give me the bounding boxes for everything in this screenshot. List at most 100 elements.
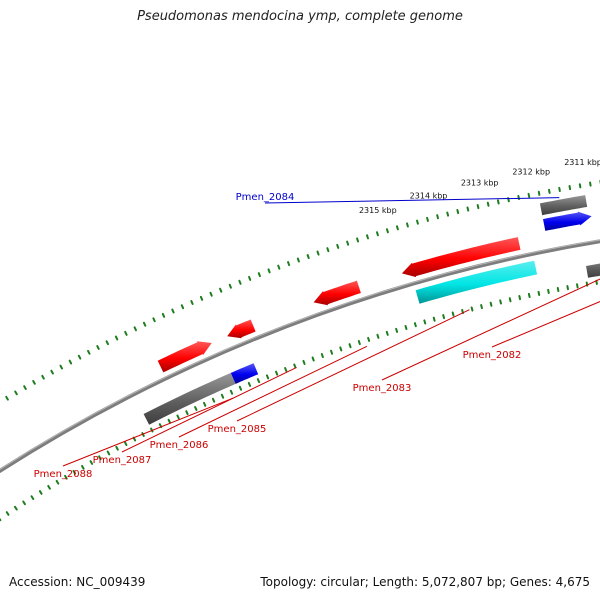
minor-tick: [548, 188, 551, 194]
rna-feature: [586, 263, 600, 278]
minor-tick: [124, 330, 128, 336]
minor-tick: [595, 279, 598, 285]
minor-tick: [537, 190, 541, 196]
minor-tick: [284, 367, 288, 373]
minor-tick: [470, 306, 474, 312]
minor-tick: [171, 308, 175, 314]
minor-tick: [115, 445, 119, 451]
minor-tick: [47, 484, 51, 490]
cds-forward: [401, 237, 521, 278]
minor-tick: [229, 389, 234, 395]
minor-tick: [185, 410, 189, 416]
minor-tick: [416, 219, 419, 225]
minor-tick: [265, 374, 270, 380]
minor-tick: [432, 316, 436, 322]
minor-tick: [296, 257, 300, 263]
minor-tick: [211, 397, 216, 403]
minor-tick: [257, 272, 261, 278]
gene-label: Pmen_2087: [93, 455, 152, 466]
minor-tick: [228, 283, 232, 289]
map-title: Pseudomonas mendocina ymp, complete geno…: [137, 9, 463, 24]
minor-tick: [64, 474, 68, 480]
minor-tick: [558, 186, 561, 193]
minor-tick: [30, 495, 35, 500]
minor-tick: [142, 321, 147, 327]
minor-tick: [81, 464, 85, 470]
minor-tick: [209, 291, 213, 297]
minor-tick: [123, 441, 128, 447]
gene-leader-line: [62, 397, 234, 467]
minor-tick: [451, 311, 455, 317]
minor-tick: [248, 275, 252, 281]
minor-tick: [556, 286, 560, 293]
minor-tick: [32, 380, 36, 385]
minor-tick: [190, 300, 194, 305]
minor-tick: [302, 359, 306, 365]
minor-tick: [55, 479, 60, 485]
scale-tick-label: 2311 kbp: [564, 158, 600, 167]
minor-tick: [256, 378, 261, 384]
minor-tick: [180, 304, 185, 310]
minor-tick: [161, 312, 166, 318]
minor-tick: [527, 292, 531, 299]
minor-tick: [77, 354, 82, 360]
minor-tick: [395, 225, 399, 231]
minor-tick: [23, 385, 27, 390]
minor-tick: [326, 247, 330, 253]
gene-leader-line: [264, 197, 560, 204]
gene-leader-line: [491, 301, 600, 348]
minor-tick: [105, 340, 110, 346]
minor-tick: [339, 346, 343, 352]
minor-tick: [375, 231, 379, 237]
minor-tick: [476, 204, 480, 210]
minor-tick: [167, 418, 172, 424]
minor-tick: [38, 490, 43, 495]
minor-tick: [576, 283, 579, 289]
minor-tick: [22, 500, 26, 506]
minor-tick: [480, 304, 483, 310]
backbone-circle: [0, 239, 600, 474]
minor-tick: [133, 326, 137, 332]
minor-tick: [489, 301, 493, 307]
minor-tick: [508, 297, 512, 303]
scale-tick-label: 2314 kbp: [410, 191, 448, 200]
minor-tick: [72, 469, 77, 475]
minor-tick: [566, 285, 569, 291]
gene-leader-line: [121, 366, 297, 453]
minor-tick: [568, 185, 572, 191]
minor-tick: [496, 199, 500, 205]
minor-tick: [446, 211, 450, 217]
minor-tick: [59, 364, 64, 370]
minor-tick: [336, 243, 340, 249]
minor-tick: [385, 330, 389, 336]
minor-tick: [152, 317, 156, 323]
minor-tick: [267, 268, 271, 274]
minor-tick: [316, 250, 320, 256]
minor-tick: [367, 336, 371, 342]
minor-tick: [366, 234, 369, 240]
minor-tick: [275, 370, 279, 376]
minor-tick: [220, 393, 225, 399]
minor-tick: [499, 299, 502, 305]
outer-scale: [5, 179, 600, 401]
minor-tick: [426, 216, 429, 222]
cds-forward: [157, 341, 212, 373]
minor-tick: [357, 340, 361, 346]
minor-tick: [578, 183, 582, 189]
gene-label: Pmen_2083: [353, 383, 412, 394]
scale-tick-label: 2313 kbp: [461, 179, 499, 188]
minor-tick: [5, 511, 10, 516]
rna-feature: [539, 195, 588, 216]
scale-tick-label: 2312 kbp: [512, 168, 550, 177]
minor-tick: [277, 264, 281, 270]
minor-tick: [423, 319, 427, 325]
minor-tick: [320, 353, 324, 359]
minor-tick: [527, 192, 531, 198]
genome-summary: Topology: circular; Length: 5,072,807 bp…: [260, 575, 590, 589]
minor-tick: [376, 333, 380, 339]
minor-tick: [96, 345, 100, 350]
gene-leader-line: [178, 345, 368, 438]
gene-leader-line: [381, 278, 600, 381]
minor-tick: [406, 222, 409, 228]
